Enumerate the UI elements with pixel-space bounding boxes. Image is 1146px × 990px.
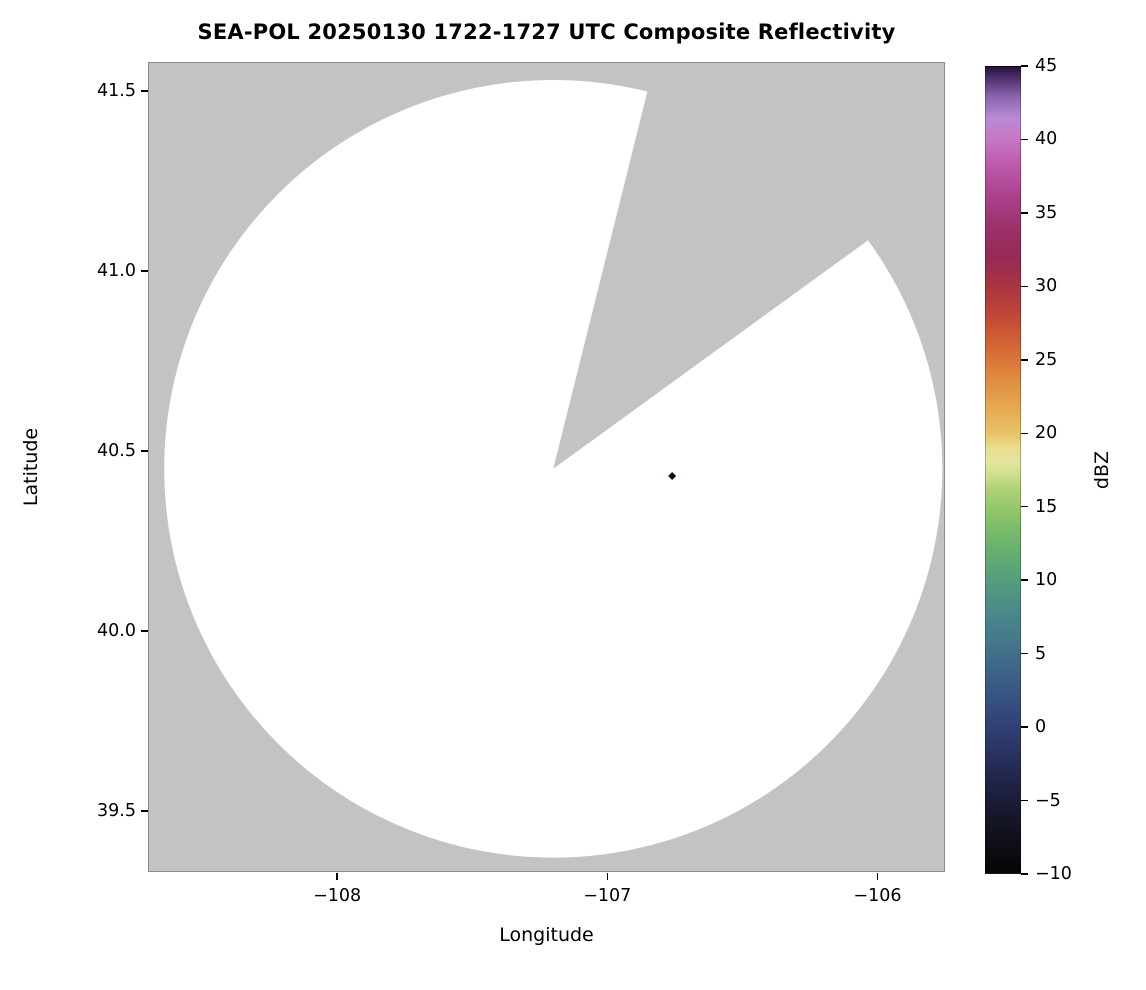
y-tick-label: 41.0 bbox=[97, 260, 136, 281]
colorbar-tick-mark bbox=[1021, 138, 1028, 141]
x-tick-label: −106 bbox=[853, 886, 902, 906]
colorbar-tick-label: −5 bbox=[1035, 790, 1061, 811]
y-tick-label: 40.0 bbox=[97, 620, 136, 641]
colorbar-tick-label: 25 bbox=[1035, 349, 1058, 370]
echo-point-marker bbox=[668, 472, 677, 480]
x-tick-label: −107 bbox=[583, 886, 632, 906]
colorbar-tick-label: 30 bbox=[1035, 276, 1058, 297]
blocked-sector bbox=[553, 62, 945, 469]
y-tick-label: 40.5 bbox=[97, 440, 136, 461]
colorbar-tick-label: −10 bbox=[1035, 864, 1072, 884]
colorbar-tick-mark bbox=[1021, 873, 1028, 875]
colorbar-tick-mark bbox=[1021, 359, 1028, 361]
x-tick-label: −108 bbox=[313, 886, 362, 906]
x-tick-mark bbox=[606, 873, 609, 880]
y-tick-mark bbox=[141, 90, 148, 92]
colorbar-tick-label: 35 bbox=[1035, 202, 1058, 223]
y-tick-mark bbox=[141, 630, 148, 632]
chart-title: SEA-POL 20250130 1722-1727 UTC Composite… bbox=[197, 20, 896, 44]
colorbar-tick-mark bbox=[1021, 726, 1028, 728]
y-axis-label: Latitude bbox=[20, 427, 42, 507]
colorbar-tick-mark bbox=[1021, 285, 1028, 288]
x-axis-label: Longitude bbox=[499, 924, 594, 946]
colorbar-tick-mark bbox=[1021, 652, 1028, 655]
colorbar-tick-mark bbox=[1021, 799, 1028, 802]
colorbar-tick-label: 20 bbox=[1035, 423, 1058, 444]
colorbar-tick-label: 10 bbox=[1035, 570, 1058, 591]
colorbar-tick-mark bbox=[1021, 212, 1028, 214]
radar-plot bbox=[148, 62, 945, 872]
colorbar-tick-mark bbox=[1021, 505, 1028, 508]
y-tick-label: 39.5 bbox=[97, 800, 136, 821]
x-tick-mark bbox=[876, 873, 879, 880]
colorbar-tick-mark bbox=[1021, 579, 1028, 581]
colorbar-gradient bbox=[985, 66, 1021, 874]
colorbar-tick-label: 45 bbox=[1035, 56, 1058, 76]
y-tick-mark bbox=[141, 450, 148, 452]
colorbar-tick-label: 15 bbox=[1035, 496, 1058, 517]
colorbar-tick-label: 5 bbox=[1035, 643, 1047, 664]
y-tick-label: 41.5 bbox=[97, 80, 136, 101]
colorbar-tick-mark bbox=[1021, 432, 1028, 435]
colorbar-tick-label: 0 bbox=[1035, 717, 1047, 738]
y-tick-mark bbox=[141, 270, 148, 272]
y-tick-mark bbox=[141, 810, 148, 812]
colorbar-tick-mark bbox=[1021, 65, 1028, 67]
colorbar-tick-label: 40 bbox=[1035, 129, 1058, 150]
x-tick-mark bbox=[336, 873, 338, 880]
